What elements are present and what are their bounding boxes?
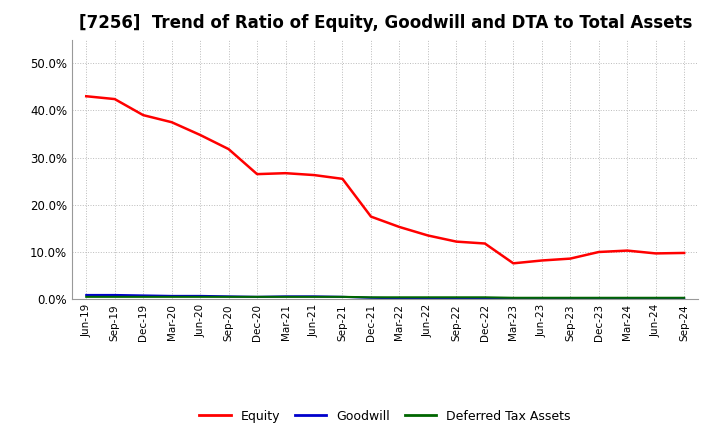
Deferred Tax Assets: [167, 294, 176, 300]
Deferred Tax Assets: [282, 294, 290, 300]
Goodwill: [167, 293, 176, 298]
Goodwill: [225, 294, 233, 299]
Deferred Tax Assets: [680, 295, 688, 301]
Deferred Tax Assets: [338, 294, 347, 300]
Goodwill: [595, 296, 603, 301]
Line: Goodwill: Goodwill: [86, 295, 684, 299]
Deferred Tax Assets: [566, 295, 575, 301]
Equity: [282, 171, 290, 176]
Deferred Tax Assets: [623, 295, 631, 301]
Goodwill: [623, 296, 631, 301]
Goodwill: [537, 296, 546, 301]
Goodwill: [282, 294, 290, 299]
Equity: [423, 233, 432, 238]
Goodwill: [196, 293, 204, 298]
Deferred Tax Assets: [509, 295, 518, 301]
Deferred Tax Assets: [395, 295, 404, 300]
Deferred Tax Assets: [139, 294, 148, 300]
Deferred Tax Assets: [110, 294, 119, 300]
Deferred Tax Assets: [652, 295, 660, 301]
Deferred Tax Assets: [82, 294, 91, 300]
Goodwill: [139, 293, 148, 298]
Deferred Tax Assets: [196, 294, 204, 300]
Deferred Tax Assets: [595, 295, 603, 301]
Equity: [338, 176, 347, 181]
Goodwill: [338, 294, 347, 300]
Goodwill: [253, 294, 261, 300]
Equity: [595, 249, 603, 255]
Deferred Tax Assets: [537, 295, 546, 301]
Deferred Tax Assets: [480, 295, 489, 300]
Equity: [623, 248, 631, 253]
Line: Deferred Tax Assets: Deferred Tax Assets: [86, 297, 684, 298]
Goodwill: [680, 296, 688, 301]
Equity: [480, 241, 489, 246]
Goodwill: [82, 292, 91, 297]
Equity: [652, 251, 660, 256]
Deferred Tax Assets: [310, 294, 318, 300]
Equity: [452, 239, 461, 244]
Legend: Equity, Goodwill, Deferred Tax Assets: Equity, Goodwill, Deferred Tax Assets: [194, 405, 576, 428]
Goodwill: [110, 292, 119, 297]
Goodwill: [395, 296, 404, 301]
Line: Equity: Equity: [86, 96, 684, 263]
Goodwill: [452, 296, 461, 301]
Goodwill: [480, 296, 489, 301]
Equity: [225, 147, 233, 152]
Goodwill: [310, 294, 318, 299]
Equity: [110, 96, 119, 102]
Deferred Tax Assets: [452, 295, 461, 300]
Equity: [537, 258, 546, 263]
Equity: [395, 224, 404, 230]
Deferred Tax Assets: [253, 294, 261, 300]
Goodwill: [423, 296, 432, 301]
Equity: [82, 94, 91, 99]
Equity: [366, 214, 375, 219]
Deferred Tax Assets: [225, 294, 233, 300]
Deferred Tax Assets: [366, 295, 375, 300]
Equity: [139, 113, 148, 118]
Goodwill: [566, 296, 575, 301]
Equity: [566, 256, 575, 261]
Equity: [509, 260, 518, 266]
Equity: [167, 120, 176, 125]
Goodwill: [509, 296, 518, 301]
Equity: [253, 172, 261, 177]
Goodwill: [652, 296, 660, 301]
Deferred Tax Assets: [423, 295, 432, 300]
Equity: [310, 172, 318, 178]
Equity: [196, 132, 204, 138]
Title: [7256]  Trend of Ratio of Equity, Goodwill and DTA to Total Assets: [7256] Trend of Ratio of Equity, Goodwil…: [78, 15, 692, 33]
Equity: [680, 250, 688, 256]
Goodwill: [366, 295, 375, 301]
